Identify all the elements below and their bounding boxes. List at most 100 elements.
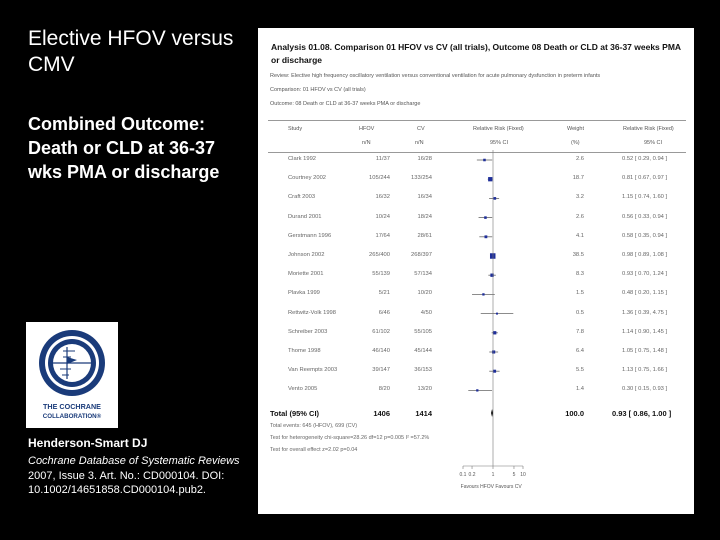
svg-text:THE COCHRANE: THE COCHRANE — [43, 402, 101, 411]
cv-events: 10/20 — [417, 290, 432, 297]
total-ci: 0.93 [ 0.86, 1.00 ] — [612, 409, 672, 418]
col-weight: Weight — [567, 126, 585, 132]
study-weight: 2.6 — [575, 156, 584, 162]
axis-tick-label: 10 — [520, 472, 526, 478]
favours-hfov-label: Favours HFOV — [461, 484, 495, 490]
hfov-events: 17/64 — [375, 232, 390, 239]
header-rule-bottom — [268, 152, 686, 153]
cochrane-logo: THE COCHRANE COLLABORATION® — [26, 322, 118, 428]
col-rr2: Relative Risk (Fixed) — [623, 126, 674, 132]
study-name: Courtney 2002 — [288, 175, 327, 182]
hfov-events: 16/32 — [375, 194, 390, 201]
cv-events: 28/61 — [417, 232, 432, 239]
axis-tick-label: 1 — [492, 472, 495, 478]
study-name: Vento 2005 — [288, 386, 318, 393]
effect-marker — [483, 158, 486, 162]
citation: Cochrane Database of Systematic Reviews … — [28, 454, 253, 498]
comparison-line: Comparison: 01 HFOV vs CV (all trials) — [270, 87, 366, 93]
study-weight: 8.3 — [575, 271, 584, 278]
effect-marker — [476, 389, 479, 392]
study-weight: 6.4 — [575, 348, 584, 354]
effect-marker — [496, 312, 498, 315]
overall-effect-test: Test for overall effect z=2.02 p=0.04 — [270, 447, 358, 453]
study-weight: 2.6 — [575, 213, 584, 220]
hfov-events: 105/244 — [369, 175, 390, 182]
total-weight: 100.0 — [565, 409, 584, 418]
forest-plot: 0.1 0.2 1 5 10 Favours HFOV Favours CV — [460, 150, 526, 490]
slide-title: Elective HFOV versus CMV — [28, 27, 234, 76]
study-ci: 1.14 [ 0.90, 1.45 ] — [622, 328, 668, 335]
study-name: Rettwitz-Volk 1998 — [288, 309, 337, 316]
cv-events: 36/153 — [414, 367, 432, 374]
cv-events: 133/254 — [411, 175, 432, 182]
study-weight: 1.5 — [575, 290, 584, 297]
col-cv: CV — [417, 126, 425, 132]
hfov-events: 61/102 — [372, 328, 390, 335]
hfov-events: 55/139 — [372, 271, 390, 278]
study-ci: 1.15 [ 0.74, 1.60 ] — [622, 194, 668, 201]
study-weight: 1.4 — [575, 386, 584, 393]
col-cv-sub: n/N — [415, 140, 424, 146]
study-weight: 5.5 — [575, 367, 584, 374]
col-hfov: HFOV — [359, 126, 375, 132]
col-hfov-sub: n/N — [362, 140, 371, 146]
cv-events: 16/34 — [417, 194, 432, 201]
axis-tick-label: 0.1 — [460, 472, 467, 478]
study-name: Durand 2001 — [288, 213, 322, 220]
forest-plot-panel: Analysis 01.08. Comparison 01 HFOV vs CV… — [258, 28, 694, 514]
study-weight: 18.7 — [572, 175, 584, 182]
col-weight-sub: (%) — [571, 140, 580, 146]
hfov-events: 265/400 — [369, 252, 390, 258]
study-weight: 3.2 — [575, 194, 584, 201]
cochrane-logo-icon: THE COCHRANE COLLABORATION® — [39, 330, 105, 420]
analysis-heading: Analysis 01.08. Comparison 01 HFOV vs CV… — [271, 42, 681, 65]
cv-events: 45/144 — [414, 348, 432, 354]
citation-journal: Cochrane Database of Systematic Reviews — [28, 455, 240, 467]
hfov-events: 10/24 — [375, 213, 390, 220]
study-name: Thome 1998 — [288, 348, 321, 354]
study-ci: 1.13 [ 0.75, 1.66 ] — [622, 367, 668, 374]
study-weight: 0.5 — [575, 309, 584, 316]
study-ci: 1.36 [ 0.39, 4.75 ] — [622, 309, 668, 316]
study-weight: 4.1 — [575, 232, 584, 239]
study-name: Plavka 1999 — [288, 290, 320, 297]
study-weight: 38.5 — [572, 252, 584, 258]
outcome-line: Outcome: 08 Death or CLD at 36-37 weeks … — [270, 101, 421, 107]
total-hfov: 1406 — [373, 409, 390, 418]
study-name: Johnson 2002 — [288, 252, 325, 258]
effect-marker — [488, 177, 493, 182]
total-label: Total (95% CI) — [270, 409, 320, 418]
hfov-events: 6/46 — [378, 309, 390, 316]
header-rule — [268, 120, 686, 121]
col-rr: Relative Risk (Fixed) — [473, 126, 524, 132]
effect-marker — [490, 273, 494, 277]
slide-subtitle: Combined Outcome: Death or CLD at 36-37 … — [28, 114, 220, 182]
col-rr-sub: 95% CI — [490, 140, 509, 146]
hfov-events: 46/140 — [372, 348, 390, 354]
cv-events: 57/134 — [414, 271, 432, 278]
col-study: Study — [288, 126, 303, 132]
author-name: Henderson-Smart DJ — [28, 436, 148, 450]
study-ci: 0.30 [ 0.15, 0.93 ] — [622, 386, 668, 393]
study-ci: 0.48 [ 0.20, 1.15 ] — [622, 290, 668, 297]
study-name: Schreiber 2003 — [288, 328, 328, 335]
hfov-events: 8/20 — [378, 386, 390, 393]
cv-events: 55/105 — [414, 328, 432, 335]
hfov-events: 39/147 — [372, 367, 390, 374]
study-name: Craft 2003 — [288, 194, 316, 201]
study-weight: 7.8 — [575, 328, 584, 335]
effect-marker — [493, 331, 497, 335]
study-name: Gerstmann 1996 — [288, 232, 332, 239]
favours-cv-label: Favours CV — [495, 484, 522, 490]
cv-events: 16/28 — [417, 156, 432, 162]
hfov-events: 5/21 — [378, 290, 390, 297]
svg-text:COLLABORATION®: COLLABORATION® — [43, 413, 102, 420]
effect-marker — [484, 216, 487, 219]
cv-events: 18/24 — [417, 213, 432, 220]
study-ci: 0.58 [ 0.35, 0.94 ] — [622, 232, 668, 239]
study-ci: 0.56 [ 0.33, 0.94 ] — [622, 213, 668, 220]
cv-events: 13/20 — [417, 386, 432, 393]
total-events: Total events: 645 (HFOV), 699 (CV) — [270, 423, 358, 429]
effect-marker — [492, 350, 496, 354]
axis-tick-label: 5 — [513, 472, 516, 478]
